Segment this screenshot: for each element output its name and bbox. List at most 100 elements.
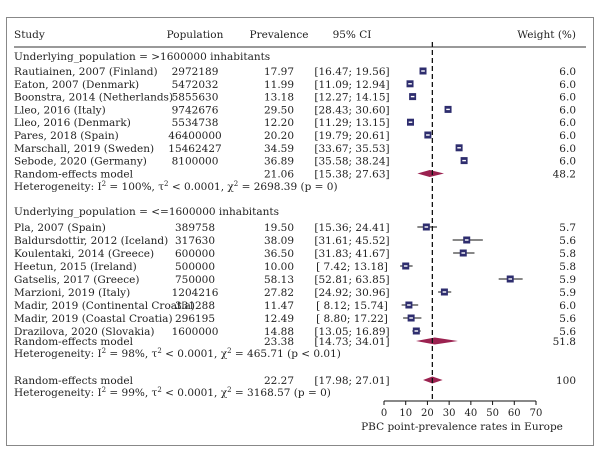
study-label: Gatselis, 2017 (Greece): [14, 274, 139, 286]
population-value: 750000: [175, 274, 215, 286]
prevalence-value: 17.97: [264, 66, 294, 78]
overall-pooled-label: Random-effects model: [14, 375, 134, 387]
population-value: 5472032: [172, 79, 219, 91]
ci-value: [24.92; 30.96]: [314, 287, 389, 299]
x-tick-label: 10: [399, 408, 412, 419]
ci-value: [35.58; 38.24]: [314, 156, 389, 168]
prevalence-value: 34.59: [264, 143, 294, 155]
study-marker-highlight: [421, 70, 425, 72]
weight-value: 6.0: [559, 66, 576, 78]
weight-value: 6.0: [559, 143, 576, 155]
ci-value: [13.05; 16.89]: [314, 326, 389, 338]
ci-value: [11.09; 12.94]: [314, 79, 389, 91]
group-pooled-diamond: [415, 337, 458, 345]
weight-value: 5.8: [559, 261, 576, 273]
study-label: Marschall, 2019 (Sweden): [14, 143, 154, 155]
population-value: 15462427: [168, 143, 221, 155]
study-marker-highlight: [508, 278, 513, 280]
prevalence-value: 11.99: [264, 79, 294, 91]
study-label: Pla, 2007 (Spain): [14, 222, 106, 234]
ci-value: [ 8.80; 17.22]: [316, 313, 388, 325]
x-tick-label: 50: [486, 408, 499, 419]
group-pooled-label: Random-effects model: [14, 169, 134, 181]
group-pooled-weight: 48.2: [553, 169, 576, 181]
study-marker-highlight: [462, 159, 466, 162]
prevalence-value: 20.20: [264, 130, 294, 142]
study-label: Lleo, 2016 (Italy): [14, 104, 106, 116]
weight-value: 6.0: [559, 104, 576, 116]
group-pooled-ci: [15.38; 27.63]: [314, 169, 389, 181]
study-label: Heetun, 2015 (Ireland): [14, 261, 137, 273]
header-prevalence: Prevalence: [250, 29, 309, 41]
weight-value: 5.6: [559, 235, 576, 247]
x-tick-label: 40: [464, 408, 477, 419]
header-weight: Weight (%): [517, 29, 576, 41]
group-label: Underlying_population = >1600000 inhabit…: [14, 51, 270, 63]
study-label: Sebode, 2020 (Germany): [14, 156, 147, 168]
ci-value: [31.61; 45.52]: [314, 235, 389, 247]
ci-value: [19.79; 20.61]: [314, 130, 389, 142]
prevalence-value: 38.09: [264, 235, 294, 247]
population-value: 2972189: [172, 66, 219, 78]
population-value: 1600000: [172, 326, 219, 338]
study-label: Rautiainen, 2007 (Finland): [14, 66, 158, 78]
figure-border: [6, 17, 594, 446]
prevalence-value: 27.82: [264, 287, 294, 299]
ci-value: [11.29; 13.15]: [314, 117, 389, 129]
population-value: 8100000: [172, 156, 219, 168]
prevalence-value: 12.20: [264, 117, 294, 129]
study-marker-highlight: [461, 252, 466, 254]
population-value: 1204216: [172, 287, 219, 299]
group-pooled-label: Random-effects model: [14, 336, 134, 348]
prevalence-value: 29.50: [264, 104, 294, 116]
prevalence-value: 10.00: [264, 261, 294, 273]
study-label: Boonstra, 2014 (Netherlands): [14, 92, 173, 104]
study-marker-highlight: [414, 330, 419, 332]
study-marker-highlight: [446, 108, 450, 111]
group-pooled-prevalence: 23.38: [264, 336, 294, 348]
weight-value: 5.9: [559, 274, 576, 286]
study-marker-highlight: [410, 95, 415, 98]
group-pooled-ci: [14.73; 34.01]: [314, 336, 389, 348]
study-marker-highlight: [457, 147, 461, 149]
x-tick-label: 0: [381, 408, 387, 419]
study-marker-highlight: [403, 265, 408, 267]
overall-heterogeneity: Heterogeneity: I2 = 99%, τ2 < 0.0001, χ2…: [14, 386, 331, 399]
x-tick-label: 60: [508, 408, 521, 419]
weight-value: 6.0: [559, 156, 576, 168]
prevalence-value: 12.49: [264, 313, 294, 325]
weight-value: 5.9: [559, 287, 576, 299]
study-marker-highlight: [464, 239, 469, 241]
header-population: Population: [167, 29, 224, 41]
header-study: Study: [14, 29, 45, 41]
study-marker-highlight: [408, 83, 412, 85]
study-label: Drazilova, 2020 (Slovakia): [14, 326, 154, 338]
ci-value: [52.81; 63.85]: [314, 274, 389, 286]
study-label: Koulentaki, 2014 (Greece): [14, 248, 154, 260]
ci-value: [16.47; 19.56]: [314, 66, 389, 78]
study-label: Lleo, 2016 (Denmark): [14, 117, 131, 129]
prevalence-value: 13.18: [264, 92, 294, 104]
study-marker-highlight: [442, 291, 447, 293]
prevalence-value: 36.50: [264, 248, 294, 260]
overall-pooled-ci: [17.98; 27.01]: [314, 375, 389, 387]
group-heterogeneity: Heterogeneity: I2 = 98%, τ2 < 0.0001, χ2…: [14, 347, 341, 360]
ci-value: [ 8.12; 15.74]: [316, 300, 388, 312]
ci-value: [15.36; 24.41]: [314, 222, 389, 234]
group-pooled-prevalence: 21.06: [264, 169, 294, 181]
group-pooled-diamond: [417, 170, 444, 177]
study-label: Eaton, 2007 (Denmark): [14, 79, 139, 91]
population-value: 500000: [175, 261, 215, 273]
weight-value: 5.6: [559, 326, 576, 338]
weight-value: 6.0: [559, 117, 576, 129]
x-axis-label: PBC point-prevalence rates in Europe: [361, 421, 563, 433]
study-marker-highlight: [424, 226, 429, 228]
population-value: 600000: [175, 248, 215, 260]
study-label: Pares, 2018 (Spain): [14, 130, 119, 142]
population-value: 296195: [175, 313, 215, 325]
ci-value: [12.27; 14.15]: [314, 92, 389, 104]
header-ci: 95% CI: [333, 29, 372, 41]
prevalence-value: 58.13: [264, 274, 294, 286]
population-value: 331288: [175, 300, 215, 312]
